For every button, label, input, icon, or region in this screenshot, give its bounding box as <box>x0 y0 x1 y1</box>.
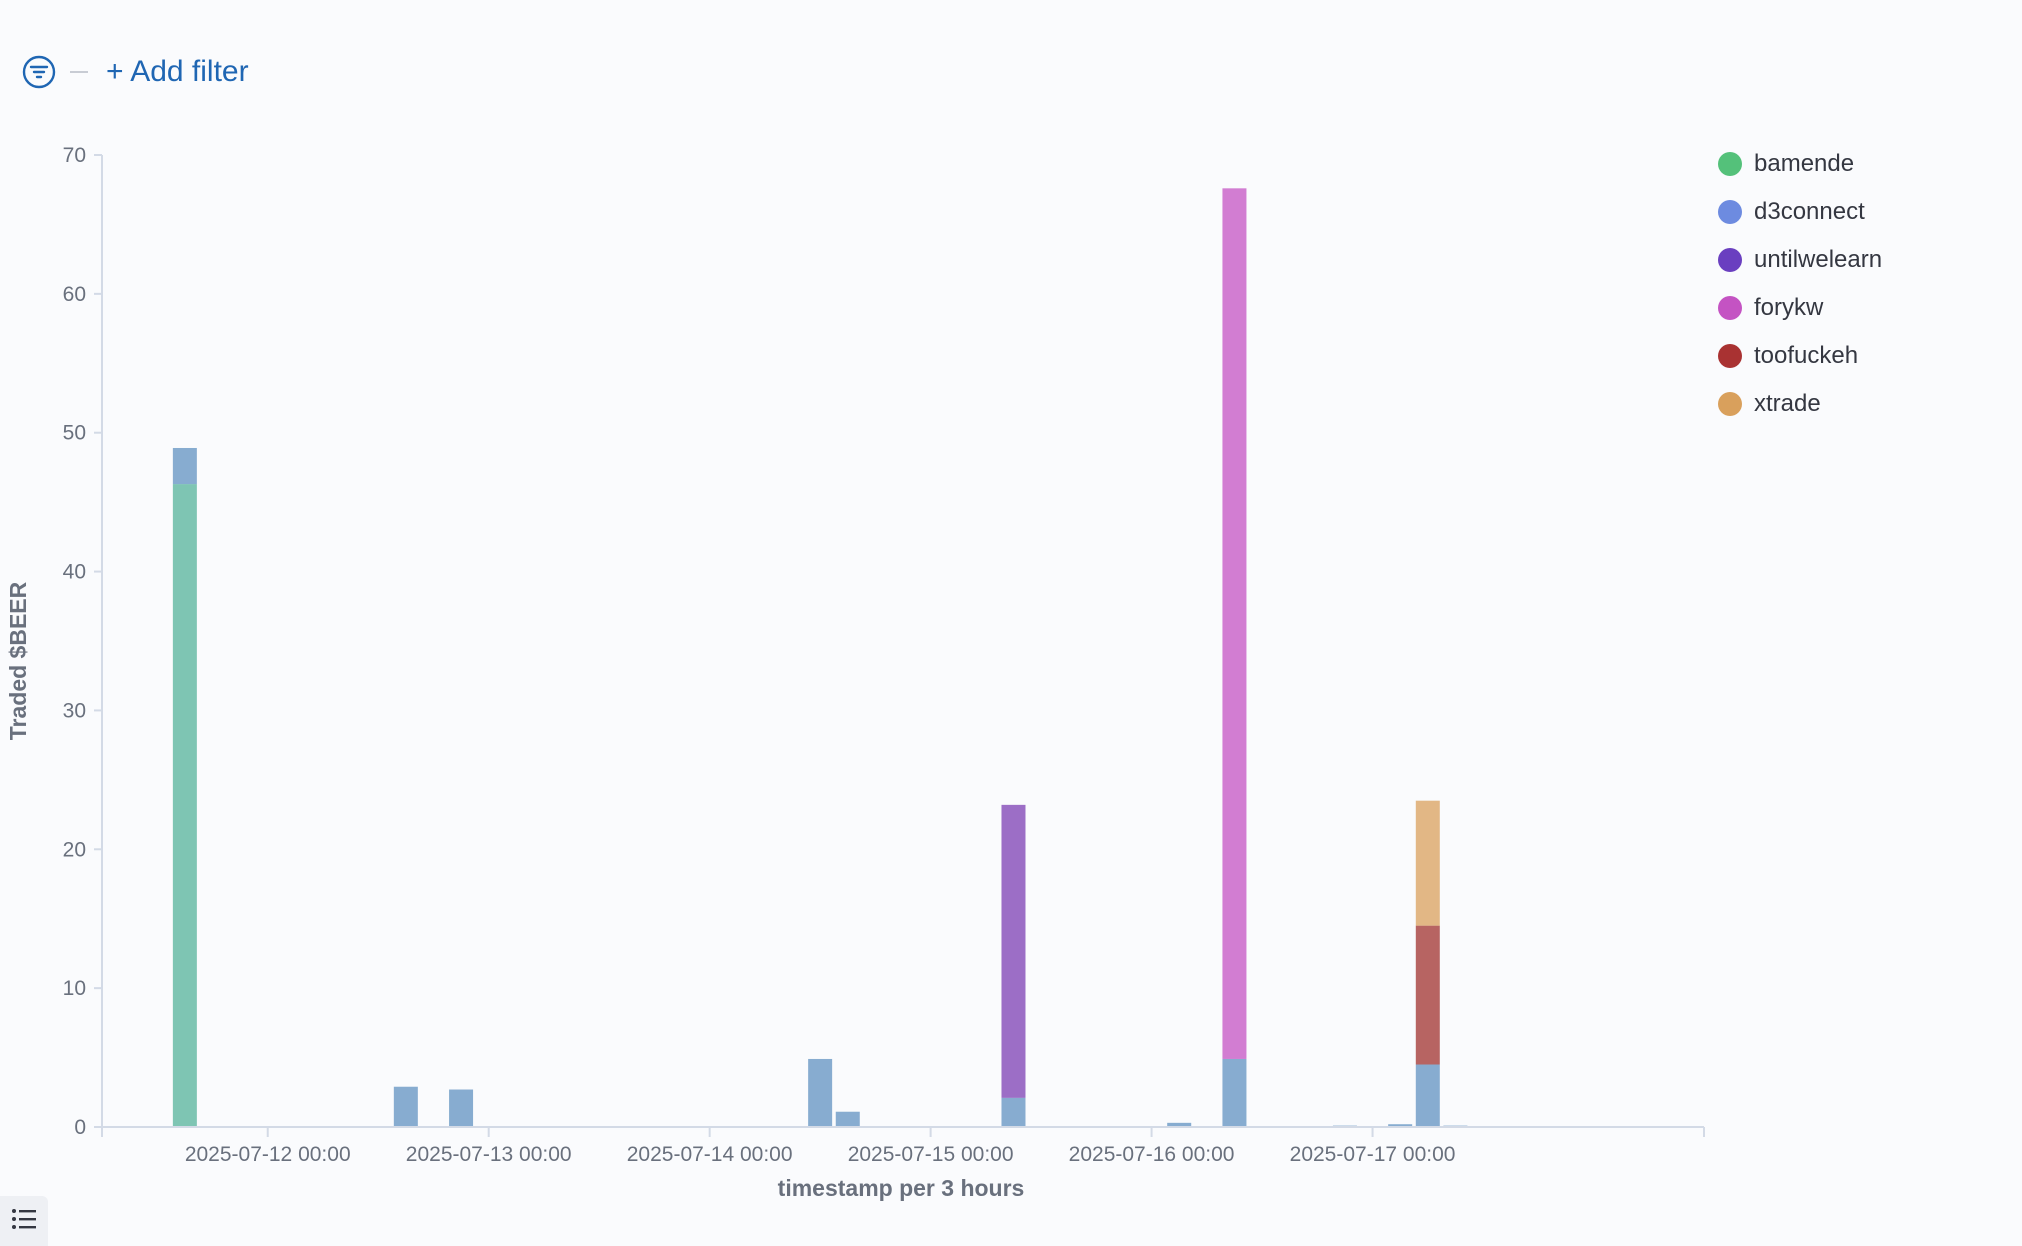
bar-segment-forykw[interactable] <box>1222 188 1247 1059</box>
legend-dot <box>1718 344 1742 368</box>
filter-divider <box>70 71 88 73</box>
x-axis-title: timestamp per 3 hours <box>778 1175 1025 1201</box>
x-tick-label: 2025-07-14 00:00 <box>627 1143 793 1166</box>
y-tick-label: 30 <box>63 699 86 722</box>
bar-segment-bamende[interactable] <box>172 484 197 1127</box>
y-tick-label: 20 <box>63 838 86 861</box>
bar-segment-d3connect[interactable] <box>1222 1058 1247 1127</box>
x-tick-label: 2025-07-12 00:00 <box>185 1143 351 1166</box>
bar-segment-d3connect[interactable] <box>449 1089 474 1127</box>
y-tick-label: 70 <box>63 144 86 167</box>
bar-segment-d3connect[interactable] <box>1167 1122 1192 1127</box>
y-tick-label: 40 <box>63 561 86 584</box>
bar-segment-d3connect[interactable] <box>1001 1097 1026 1127</box>
add-filter-button[interactable]: + Add filter <box>106 55 249 88</box>
bar-segment-d3connect[interactable] <box>172 447 197 485</box>
bar-segment-d3connect[interactable] <box>808 1058 833 1127</box>
legend-item-toofuckeh[interactable]: toofuckeh <box>1718 332 1882 380</box>
legend-item-bamende[interactable]: bamende <box>1718 140 1882 188</box>
legend-item-d3connect[interactable]: d3connect <box>1718 188 1882 236</box>
bar-segment-untilwelearn[interactable] <box>1001 804 1026 1098</box>
legend-label: bamende <box>1754 150 1855 177</box>
filter-icon[interactable] <box>22 55 56 89</box>
legend-label: toofuckeh <box>1754 342 1859 369</box>
filter-bar: + Add filter <box>22 52 249 92</box>
bar-segment-d3connect[interactable] <box>1415 1064 1440 1127</box>
legend-dot <box>1718 200 1742 224</box>
x-tick-label: 2025-07-13 00:00 <box>406 1143 572 1166</box>
legend-dot <box>1718 392 1742 416</box>
legend-item-untilwelearn[interactable]: untilwelearn <box>1718 236 1882 284</box>
x-tick-label: 2025-07-17 00:00 <box>1290 1143 1456 1166</box>
legend-dot <box>1718 248 1742 272</box>
bar-segment-xtrade[interactable] <box>1415 800 1440 926</box>
legend-item-xtrade[interactable]: xtrade <box>1718 380 1882 428</box>
bar-segment-d3connect[interactable] <box>835 1111 860 1127</box>
y-tick-label: 0 <box>74 1116 86 1139</box>
legend-dot <box>1718 296 1742 320</box>
legend-label: untilwelearn <box>1754 246 1883 273</box>
y-tick-label: 60 <box>63 283 86 306</box>
legend-label: d3connect <box>1754 198 1865 225</box>
bar-segment-toofuckeh[interactable] <box>1415 925 1440 1065</box>
legend-label: xtrade <box>1754 390 1821 417</box>
legend-toggle-button[interactable] <box>0 1196 48 1246</box>
legend-item-forykw[interactable]: forykw <box>1718 284 1882 332</box>
legend-label: forykw <box>1754 294 1824 321</box>
y-tick-label: 10 <box>63 977 86 1000</box>
bar-segment-d3connect[interactable] <box>1388 1124 1413 1127</box>
y-axis-title: Traded $BEER <box>5 581 31 740</box>
legend-dot <box>1718 152 1742 176</box>
bar-segment-d3connect[interactable] <box>393 1086 418 1127</box>
chart-legend: bamende d3connect untilwelearn forykw toofuc… <box>1718 140 1882 428</box>
x-tick-label: 2025-07-16 00:00 <box>1069 1143 1235 1166</box>
y-tick-label: 50 <box>63 422 86 445</box>
x-tick-label: 2025-07-15 00:00 <box>848 1143 1014 1166</box>
list-icon <box>11 1208 37 1235</box>
